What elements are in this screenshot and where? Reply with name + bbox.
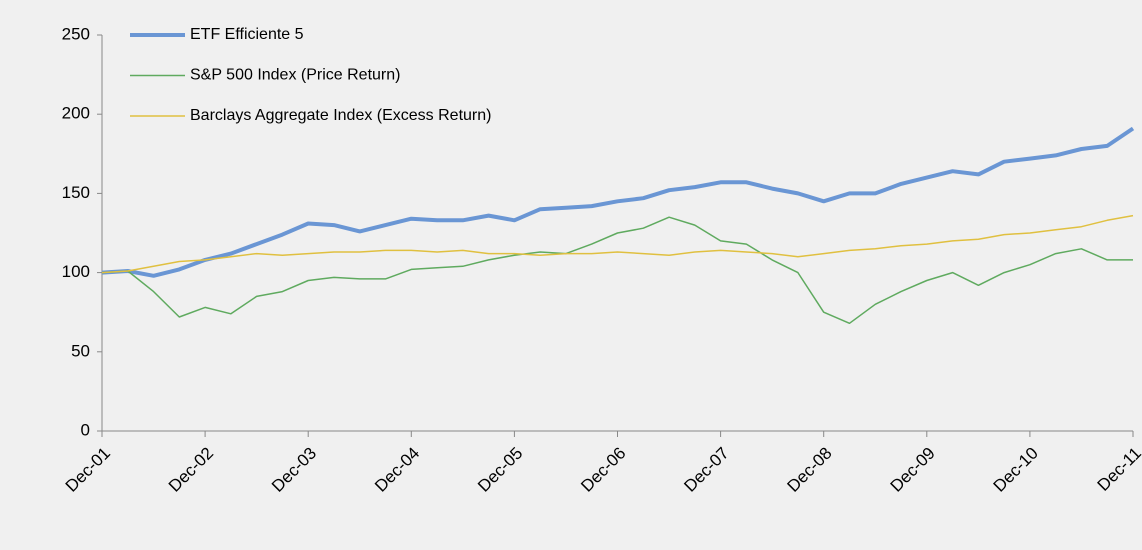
x-tick-label: Dec-10 bbox=[990, 444, 1042, 496]
x-tick-label: Dec-11 bbox=[1094, 444, 1142, 495]
y-tick-label: 150 bbox=[62, 183, 90, 202]
x-tick-label: Dec-06 bbox=[577, 444, 629, 496]
x-tick-label: Dec-04 bbox=[371, 444, 423, 496]
legend-label: Barclays Aggregate Index (Excess Return) bbox=[190, 107, 491, 124]
x-tick-label: Dec-01 bbox=[62, 444, 114, 496]
y-tick-label: 0 bbox=[81, 420, 90, 439]
legend-label: ETF Efficiente 5 bbox=[190, 26, 304, 43]
series-line bbox=[101, 216, 1133, 325]
x-tick-label: Dec-02 bbox=[165, 444, 217, 496]
x-tick-label: Dec-07 bbox=[680, 444, 732, 496]
y-tick-label: 200 bbox=[62, 104, 90, 123]
y-tick-label: 50 bbox=[71, 341, 90, 360]
x-tick-label: Dec-03 bbox=[268, 444, 320, 496]
legend-label: S&P 500 Index (Price Return) bbox=[190, 67, 400, 84]
y-tick-label: 250 bbox=[62, 24, 90, 43]
series-line bbox=[101, 126, 1135, 278]
x-tick-label: Dec-09 bbox=[887, 444, 939, 496]
series-line bbox=[101, 214, 1134, 274]
y-tick-label: 100 bbox=[62, 262, 90, 281]
x-tick-label: Dec-08 bbox=[784, 444, 836, 496]
x-tick-label: Dec-05 bbox=[474, 444, 526, 496]
